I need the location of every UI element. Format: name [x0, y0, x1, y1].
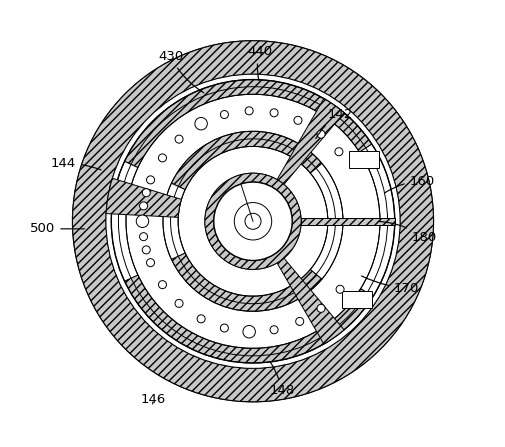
- Circle shape: [220, 110, 228, 118]
- Circle shape: [197, 315, 205, 323]
- Circle shape: [205, 173, 300, 270]
- Wedge shape: [72, 41, 433, 402]
- Text: 144: 144: [51, 157, 101, 170]
- Circle shape: [142, 189, 150, 197]
- Circle shape: [175, 299, 183, 308]
- Wedge shape: [359, 144, 394, 296]
- Circle shape: [317, 304, 324, 312]
- Wedge shape: [205, 173, 300, 270]
- Text: 500: 500: [30, 222, 84, 236]
- Circle shape: [72, 41, 433, 402]
- Circle shape: [158, 281, 166, 289]
- Circle shape: [270, 109, 278, 117]
- Wedge shape: [124, 80, 371, 168]
- Circle shape: [146, 176, 154, 184]
- Wedge shape: [106, 178, 181, 217]
- Circle shape: [142, 246, 150, 254]
- Text: 142: 142: [315, 108, 352, 139]
- Wedge shape: [171, 253, 321, 311]
- Circle shape: [136, 215, 148, 228]
- Circle shape: [220, 324, 228, 332]
- Wedge shape: [124, 275, 372, 363]
- Wedge shape: [171, 131, 321, 190]
- Circle shape: [242, 325, 255, 338]
- Circle shape: [139, 232, 147, 240]
- Circle shape: [317, 130, 324, 138]
- Text: 146: 146: [140, 393, 165, 406]
- Text: 180: 180: [378, 221, 436, 244]
- Circle shape: [175, 135, 183, 143]
- Text: 170: 170: [361, 276, 419, 295]
- Circle shape: [106, 74, 399, 368]
- Text: 440: 440: [246, 46, 272, 80]
- Wedge shape: [277, 258, 343, 344]
- Circle shape: [244, 107, 252, 115]
- Circle shape: [270, 326, 278, 334]
- Text: 148: 148: [269, 362, 294, 397]
- Circle shape: [244, 213, 261, 229]
- FancyBboxPatch shape: [348, 151, 378, 168]
- Circle shape: [146, 259, 154, 267]
- Wedge shape: [277, 98, 343, 185]
- Circle shape: [295, 317, 303, 325]
- Text: 430: 430: [158, 50, 204, 93]
- Text: 160: 160: [384, 175, 434, 193]
- Circle shape: [234, 202, 271, 240]
- Wedge shape: [310, 164, 342, 279]
- FancyBboxPatch shape: [341, 291, 372, 308]
- Bar: [300, 218, 394, 225]
- Circle shape: [334, 148, 342, 156]
- Circle shape: [293, 116, 301, 124]
- Wedge shape: [163, 183, 185, 259]
- Circle shape: [335, 285, 343, 293]
- Circle shape: [214, 182, 291, 261]
- Circle shape: [194, 118, 207, 130]
- Circle shape: [139, 202, 147, 210]
- Wedge shape: [111, 161, 138, 281]
- Circle shape: [158, 154, 166, 162]
